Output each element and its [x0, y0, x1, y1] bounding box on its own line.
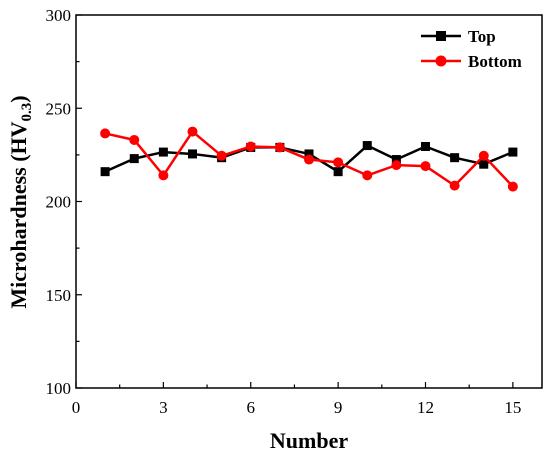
data-point	[158, 147, 168, 157]
data-point	[479, 159, 489, 169]
x-tick-label: 9	[334, 398, 343, 417]
data-point	[100, 167, 110, 177]
data-point	[333, 167, 343, 177]
series-bottom	[100, 126, 518, 192]
data-point	[421, 141, 430, 151]
x-tick-label: 15	[504, 398, 521, 417]
x-tick-label: 12	[417, 398, 434, 417]
data-point	[391, 160, 402, 171]
legend: Top Bottom	[421, 27, 522, 71]
y-tick-label: 250	[46, 99, 72, 118]
x-tick-label: 3	[159, 398, 168, 417]
legend-bottom-label: Bottom	[468, 52, 522, 71]
data-point	[362, 170, 373, 181]
data-point	[362, 141, 372, 151]
data-point	[187, 126, 198, 137]
data-point	[129, 154, 139, 164]
data-point	[304, 154, 314, 165]
y-tick-label: 100	[46, 379, 72, 398]
x-tick-label: 0	[72, 398, 81, 417]
y-tick-label: 300	[46, 6, 72, 25]
data-point	[420, 161, 431, 172]
legend-top-marker	[436, 31, 446, 41]
legend-top-label: Top	[468, 27, 496, 46]
data-point	[245, 141, 256, 152]
x-axis: 0 3 6 9 12 15	[72, 382, 521, 417]
data-point	[188, 149, 197, 159]
x-axis-label: Number	[270, 428, 348, 453]
y-axis-label: Microhardness (HV0.3)	[6, 95, 35, 308]
data-point	[100, 128, 111, 139]
data-point	[507, 181, 518, 192]
data-point	[450, 153, 460, 163]
data-point	[304, 149, 314, 159]
data-point	[216, 150, 227, 161]
data-point	[129, 134, 140, 145]
data-point	[158, 170, 169, 181]
x-tick-label: 6	[247, 398, 256, 417]
data-point	[449, 180, 460, 191]
data-point	[508, 147, 518, 157]
legend-bottom-marker	[435, 55, 447, 67]
y-tick-label: 150	[46, 286, 72, 305]
data-point	[478, 150, 489, 161]
data-point	[391, 155, 401, 165]
data-point	[274, 142, 285, 153]
data-point	[333, 157, 344, 168]
y-tick-label: 200	[46, 193, 72, 212]
series-layer	[100, 126, 518, 192]
y-axis: 100 150 200 250 300	[46, 6, 82, 398]
